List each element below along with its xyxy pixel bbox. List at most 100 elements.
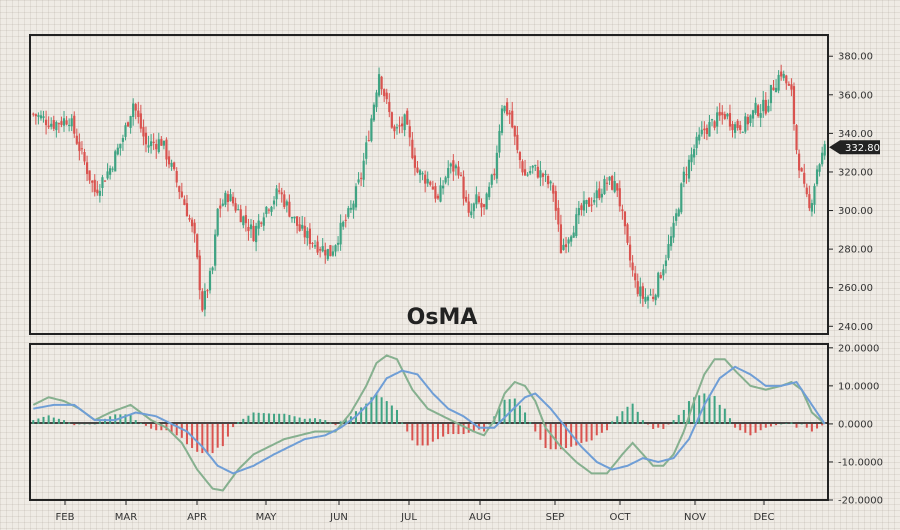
candle-body: [669, 236, 673, 247]
candle: [60, 116, 63, 128]
candle: [390, 111, 393, 129]
candle-body: [80, 148, 84, 150]
candle: [526, 172, 529, 177]
candle-body: [362, 160, 365, 180]
candle: [342, 220, 345, 230]
candle-body: [50, 123, 53, 127]
candle: [385, 88, 388, 105]
candle-body: [654, 295, 657, 301]
candle: [454, 163, 457, 176]
candle: [516, 126, 519, 154]
candle-body: [88, 170, 91, 181]
candle: [721, 105, 724, 125]
candle-body: [564, 244, 568, 248]
candle: [316, 235, 319, 255]
candle: [190, 217, 194, 233]
candle: [78, 133, 81, 161]
candle: [690, 147, 693, 172]
candle-body: [47, 125, 50, 128]
candle: [603, 175, 606, 195]
candle: [659, 272, 662, 279]
candle: [336, 236, 340, 252]
candle-body: [216, 208, 219, 236]
candle-body: [621, 209, 624, 212]
candle: [728, 104, 732, 131]
candle-body: [188, 217, 191, 220]
candle-body: [649, 294, 652, 296]
histogram-bar: [88, 423, 91, 425]
candle: [293, 216, 296, 224]
candle-body: [603, 178, 606, 195]
x-tick-label: NOV: [684, 512, 706, 523]
histogram-bar: [498, 408, 501, 424]
candle: [521, 159, 524, 176]
histogram-bar: [395, 409, 398, 424]
candle: [503, 105, 506, 114]
histogram-bar: [585, 423, 588, 442]
x-tick-label: APR: [187, 512, 207, 523]
candle-body: [372, 104, 376, 121]
candle-body: [352, 203, 355, 210]
histogram-bar: [513, 398, 516, 424]
x-axis: FEB MAR APR MAY JUN JUL AUG SEP OCT NOV DEC: [56, 500, 775, 523]
candle-body: [390, 112, 393, 128]
candle: [506, 97, 509, 117]
candle-body: [298, 224, 301, 231]
candle-body: [211, 267, 214, 271]
candle: [198, 249, 201, 300]
candle-body: [406, 110, 409, 125]
candle-body: [459, 174, 463, 176]
histogram-bar: [462, 423, 465, 435]
candle-body: [598, 188, 601, 199]
candle: [147, 135, 150, 153]
candle-body: [687, 159, 691, 179]
x-tick-label: MAR: [115, 512, 137, 523]
candle-body: [444, 177, 447, 183]
candle: [675, 208, 678, 226]
candle: [803, 163, 806, 188]
candle: [746, 114, 749, 131]
histogram-bar: [652, 423, 655, 429]
histogram-bar: [524, 412, 527, 424]
candle: [518, 151, 522, 169]
histogram-bar: [457, 423, 460, 435]
candle-body: [739, 125, 742, 131]
candle-body: [685, 174, 688, 176]
histogram-bar: [139, 422, 142, 424]
histogram-bar: [370, 397, 373, 424]
candle: [570, 234, 573, 247]
histogram-bar: [426, 423, 429, 446]
candle: [626, 222, 629, 246]
candle-body: [37, 115, 40, 117]
candle: [593, 192, 596, 205]
candle-body: [255, 225, 258, 243]
candle: [462, 170, 465, 206]
histogram-bar: [759, 423, 762, 431]
candle-body: [83, 152, 86, 162]
candle-body: [447, 167, 450, 179]
histogram-bar: [534, 423, 537, 432]
candle: [388, 93, 391, 118]
histogram-bar: [273, 413, 276, 424]
histogram-bar: [144, 423, 147, 426]
candle: [32, 112, 35, 117]
candle: [301, 215, 304, 231]
candle: [160, 136, 163, 146]
candle-body: [733, 124, 737, 133]
candle: [132, 98, 135, 126]
candle-body: [652, 296, 655, 299]
candle-body: [326, 248, 329, 260]
candle: [62, 110, 66, 132]
candle: [208, 267, 212, 294]
histogram-bar: [37, 418, 40, 424]
histogram-bar: [416, 423, 419, 446]
histogram-bar: [554, 423, 557, 450]
histogram-bar: [452, 423, 455, 435]
candle-body: [180, 191, 183, 198]
candle-body: [360, 177, 363, 179]
candle-body: [103, 180, 107, 182]
candle: [739, 120, 742, 134]
candle-body: [152, 141, 155, 143]
histogram-bar: [216, 423, 219, 448]
candle-body: [695, 136, 698, 149]
